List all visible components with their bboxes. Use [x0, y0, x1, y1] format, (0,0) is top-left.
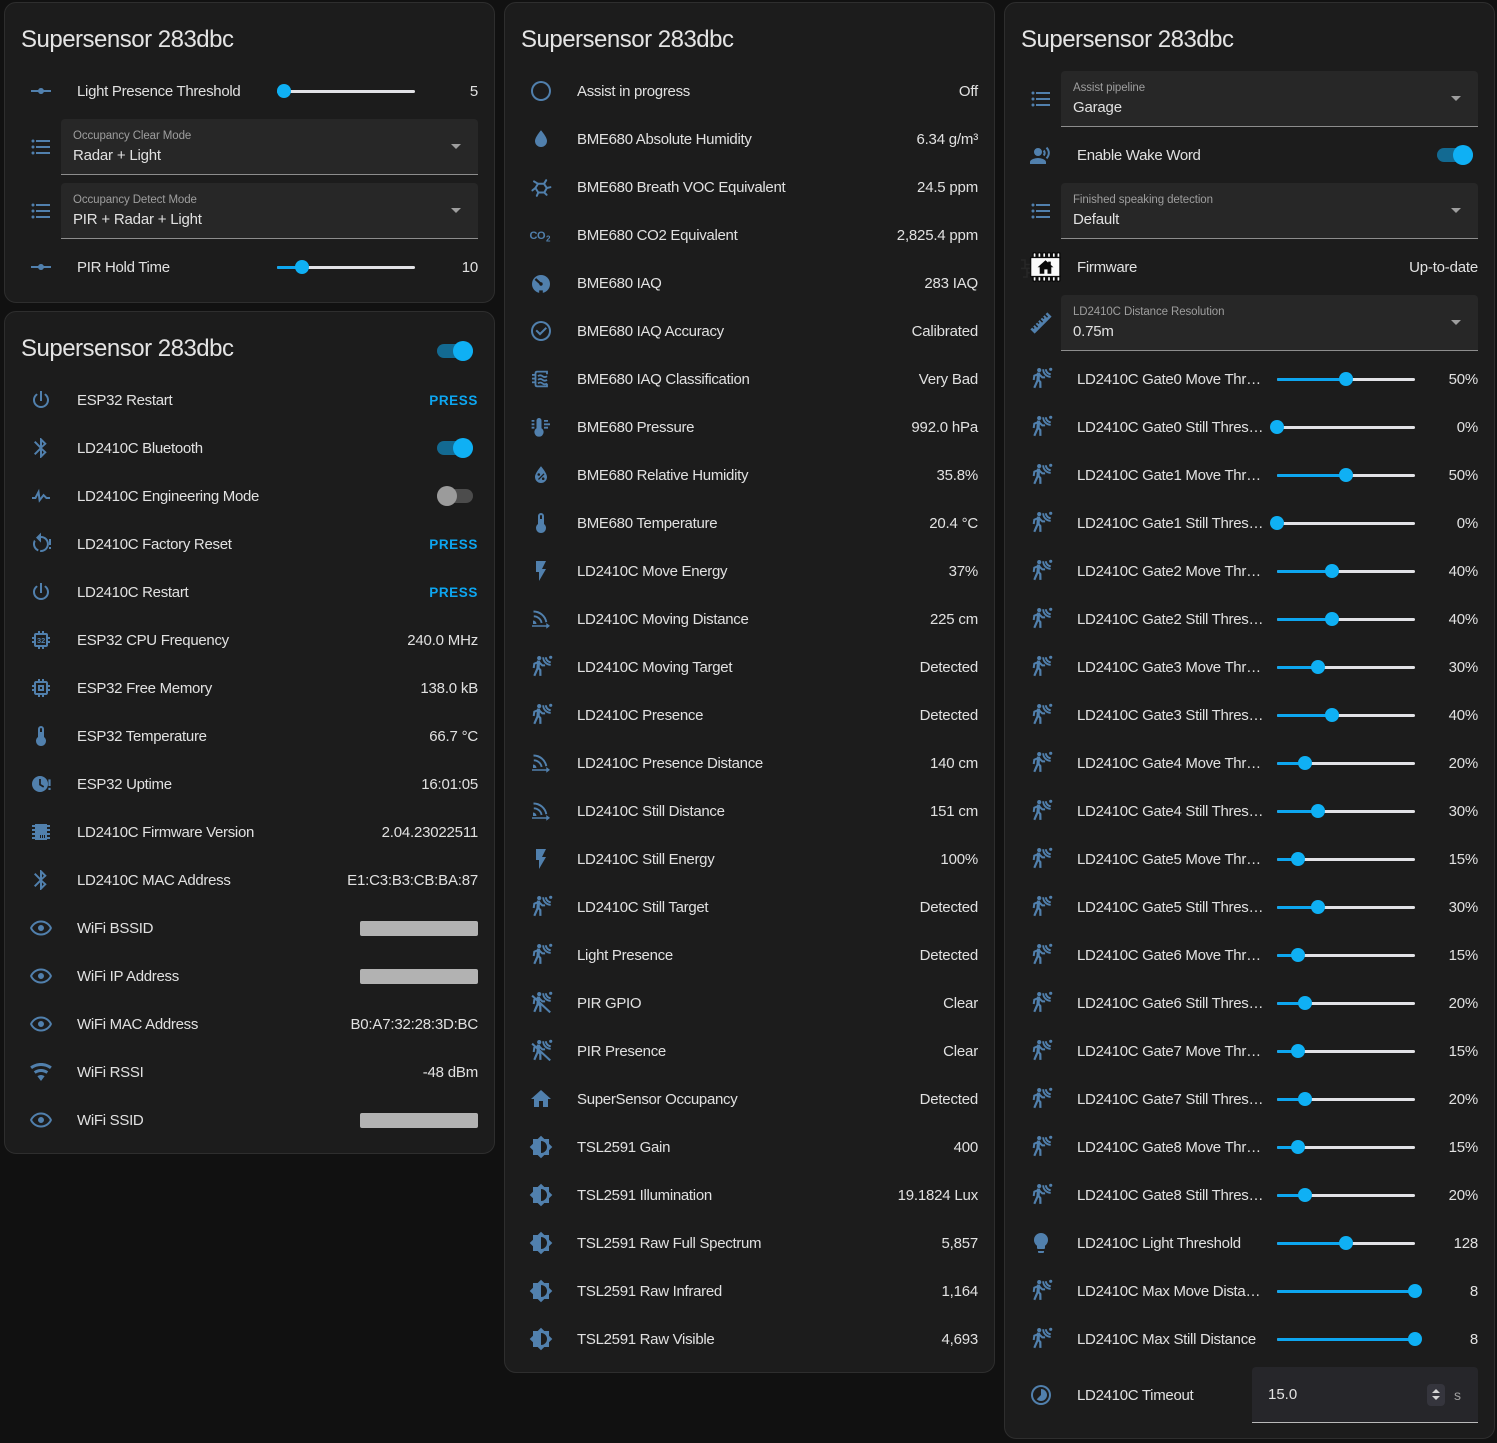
svg-text:32: 32	[37, 636, 45, 645]
svg-text:2: 2	[546, 234, 551, 243]
svg-text:CO: CO	[530, 230, 546, 242]
